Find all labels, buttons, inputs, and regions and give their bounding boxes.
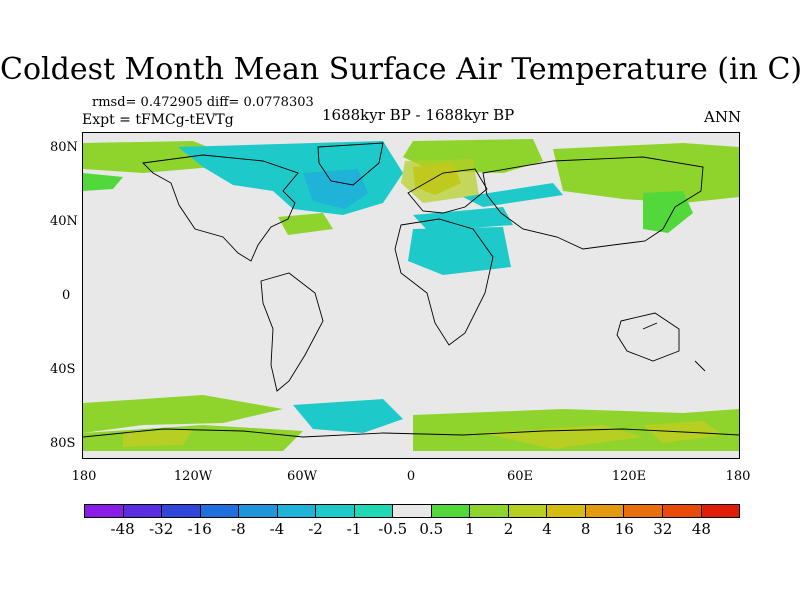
y-label-40s: 40S [50,362,76,377]
colorbar-swatch [85,505,124,517]
x-label-120w: 120W [173,469,213,484]
colorbar-label: 16 [614,520,634,538]
colorbar-swatch [470,505,509,517]
colorbar-label: 0.5 [419,520,444,538]
x-label-60w: 60W [287,469,317,484]
colorbar-label: -4 [269,520,285,538]
colorbar-label: 2 [503,520,514,538]
colorbar-swatch [123,505,163,517]
colorbar [84,504,740,518]
colorbar-label: -8 [231,520,246,538]
colorbar-swatch [701,505,740,517]
colorbar-label: -48 [110,520,135,538]
colorbar-label: -1 [346,520,362,538]
colorbar-swatch [316,505,355,517]
colorbar-swatch [624,505,663,517]
chart-title: Coldest Month Mean Surface Air Temperatu… [0,52,800,87]
world-map-svg [83,139,739,451]
colorbar-label: 48 [691,520,711,538]
stats-text: rmsd= 0.472905 diff= 0.0778303 [92,95,314,110]
colorbar-swatch [354,505,394,517]
colorbar-label: -32 [149,520,174,538]
y-label-40n: 40N [50,214,78,229]
period-label: 1688kyr BP - 1688kyr BP [322,106,515,124]
y-label-80s: 80S [50,436,76,451]
colorbar-swatch [547,505,586,517]
x-label-180e: 180 [725,469,751,484]
anomaly-field [83,139,739,451]
colorbar-label: 1 [465,520,475,538]
x-label-0: 0 [406,469,416,484]
y-label-80n: 80N [50,140,78,155]
x-label-60e: 60E [506,469,534,484]
colorbar-label: -0.5 [378,520,408,538]
colorbar-label: 4 [542,520,552,538]
experiment-label: Expt = tFMCg-tEVTg [82,112,234,128]
colorbar-label: -2 [308,520,323,538]
colorbar-swatch [585,505,625,517]
colorbar-swatch [162,505,201,517]
y-label-0: 0 [62,288,71,303]
colorbar-swatch [239,505,278,517]
season-label: ANN [704,108,742,126]
colorbar-label: 32 [653,520,673,538]
colorbar-swatch [393,505,432,517]
x-label-180w: 180 [71,469,97,484]
colorbar-label: 8 [580,520,591,538]
colorbar-swatch [508,505,548,517]
x-label-120e: 120E [611,469,647,484]
colorbar-swatch [277,505,317,517]
colorbar-swatch [200,505,240,517]
colorbar-swatch [431,505,471,517]
map-plot [82,132,740,459]
colorbar-swatch [662,505,702,517]
colorbar-label: -16 [187,520,212,538]
coastlines [83,142,739,438]
